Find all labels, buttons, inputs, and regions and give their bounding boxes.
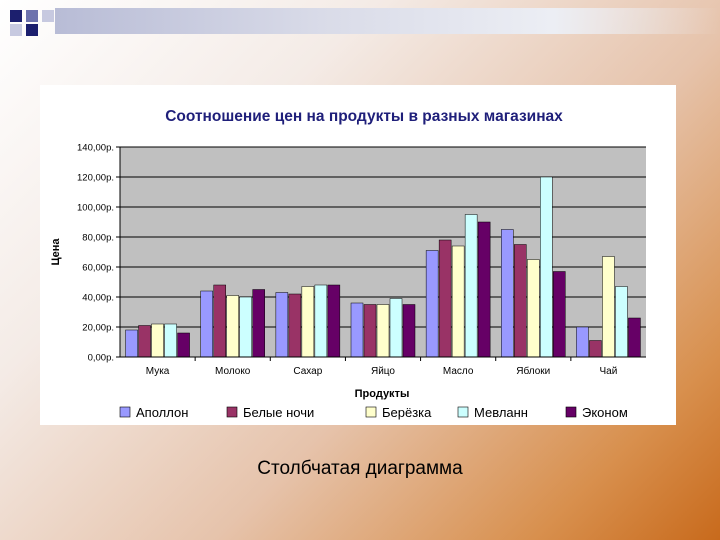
bar [226, 295, 239, 358]
bar [514, 244, 527, 358]
bar [438, 239, 452, 358]
bar [252, 289, 265, 358]
bar [501, 229, 514, 358]
bar [177, 332, 190, 358]
legend-label: Аполлон [136, 405, 188, 420]
legend-swatch [457, 406, 469, 418]
decorative-squares [0, 0, 720, 40]
bar [527, 259, 540, 358]
decor-square-light [42, 10, 54, 22]
bar [376, 304, 390, 358]
x-tick-label: Мука [146, 366, 170, 377]
bar [125, 329, 138, 358]
slide-caption: Столбчатая диаграмма [257, 458, 463, 479]
bars [125, 176, 641, 358]
y-tick-label: 60,00р. [82, 263, 114, 274]
bar [615, 286, 628, 358]
y-tick-label: 0,00р. [88, 353, 114, 364]
y-tick-label: 120,00р. [77, 173, 114, 184]
x-tick-label: Яйцо [371, 366, 395, 377]
decor-square-dark [10, 10, 22, 22]
bar [464, 214, 478, 358]
bar [389, 298, 403, 358]
bar [301, 286, 315, 358]
bar [451, 245, 465, 358]
header-band [55, 8, 720, 34]
bar [200, 290, 213, 358]
bar [425, 250, 439, 358]
x-tick-label: Яблоки [516, 365, 550, 377]
x-tick-label: Молоко [215, 366, 251, 377]
legend: Аполлон Белые ночи Берёзка Мевланн Эконом [119, 405, 628, 420]
y-tick-label: 140,00р. [77, 143, 114, 154]
legend-swatch [565, 406, 577, 418]
bar [151, 323, 164, 358]
bar [138, 325, 151, 358]
chart-card: Соотношение цен на продукты в разных маг… [40, 85, 676, 425]
bar [363, 304, 377, 358]
bar [164, 323, 177, 358]
legend-swatch [365, 406, 377, 418]
decor-square-dark [26, 24, 38, 36]
y-axis-ticks: 0,00р. 20,00р. 40,00р. 60,00р. 80,00р. 100,00… [77, 143, 120, 364]
legend-swatch [226, 406, 238, 418]
bar [213, 284, 226, 358]
legend-swatch [119, 406, 131, 418]
legend-label: Мевланн [474, 405, 528, 420]
bar [314, 284, 328, 358]
bar [553, 271, 566, 358]
y-tick-label: 40,00р. [82, 293, 114, 304]
bar [602, 256, 615, 358]
x-axis-label: Продукты [355, 388, 410, 400]
bar [628, 317, 641, 358]
bar [589, 340, 602, 358]
decor-square-mid [26, 10, 38, 22]
legend-label: Берёзка [382, 405, 432, 420]
chart-title: Соотношение цен на продукты в разных маг… [165, 108, 563, 125]
bar [239, 296, 252, 358]
legend-label: Белые ночи [243, 405, 314, 420]
bar [540, 176, 553, 358]
bar [402, 304, 416, 358]
x-tick-label: Чай [600, 366, 618, 377]
bar [275, 292, 289, 358]
bar [477, 221, 491, 358]
decor-square-mid [10, 24, 22, 36]
y-tick-label: 80,00р. [82, 233, 114, 244]
y-axis-label: Цена [50, 238, 62, 266]
bar-chart: Соотношение цен на продукты в разных маг… [50, 108, 646, 420]
legend-label: Эконом [582, 405, 628, 420]
bar [327, 284, 341, 358]
y-tick-label: 20,00р. [82, 323, 114, 334]
x-tick-label: Сахар [293, 366, 322, 377]
x-tick-label: Масло [443, 366, 474, 377]
bar [288, 293, 302, 358]
y-tick-label: 100,00р. [77, 203, 114, 214]
bar [576, 326, 589, 358]
x-axis-ticks: Мука Молоко Сахар Яйцо Масло Яблоки Чай [119, 147, 646, 377]
bar [350, 302, 364, 358]
